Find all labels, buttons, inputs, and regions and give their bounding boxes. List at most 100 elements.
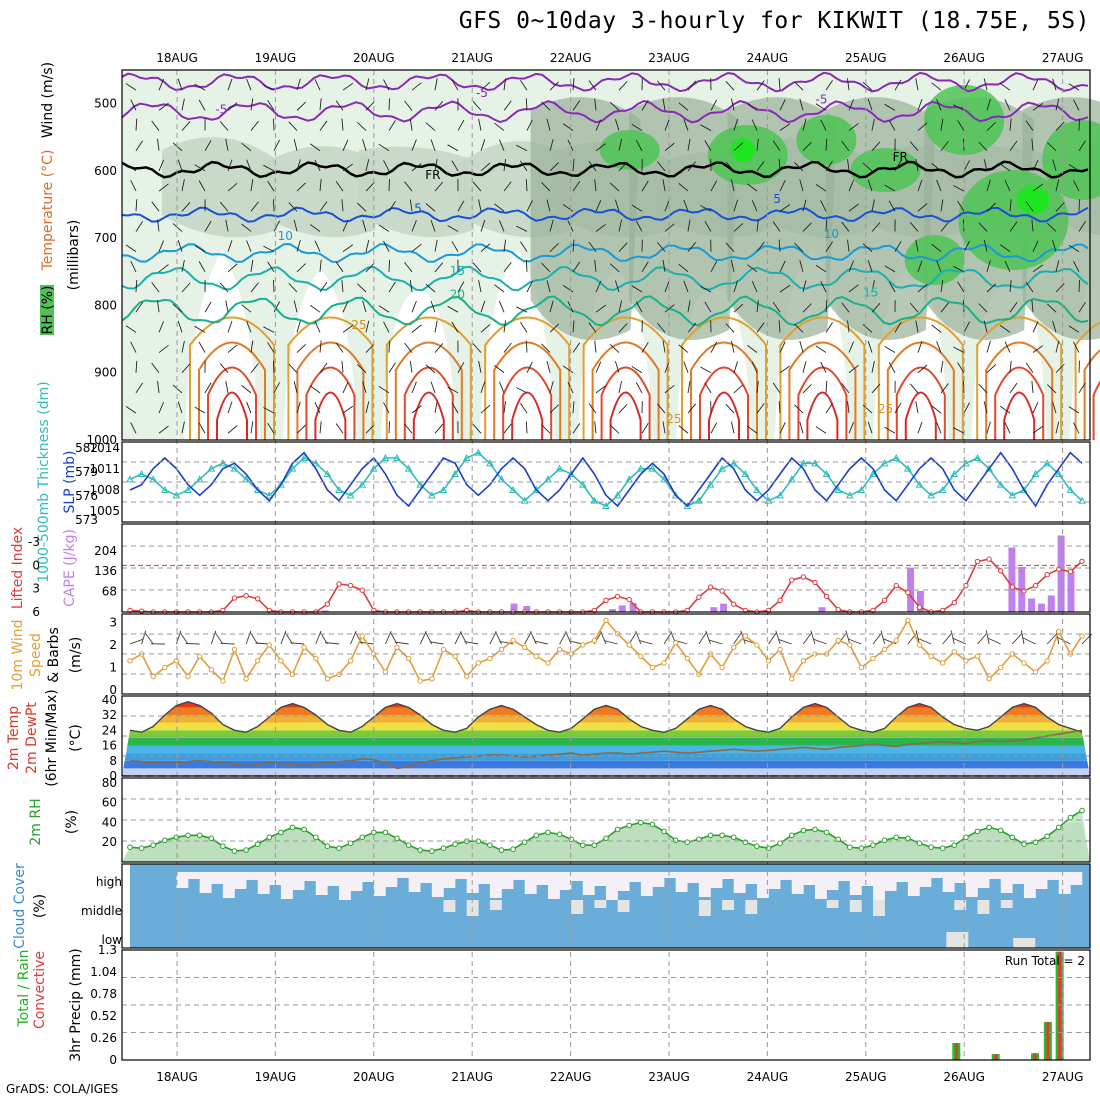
- thickness-line-point: [578, 480, 587, 488]
- wind-speed-line-point: [487, 655, 493, 662]
- rh-line-point: [487, 842, 493, 849]
- wind-barb: [250, 179, 254, 192]
- wind-barb: [525, 98, 528, 111]
- wind-barb: [498, 220, 505, 232]
- wind-barb: [267, 180, 275, 192]
- rh-line-point: [661, 828, 667, 835]
- wind-speed-line-point: [197, 653, 203, 659]
- wind-barb: [1055, 363, 1065, 374]
- rh-saturated-core: [1017, 186, 1050, 214]
- temp-tick-label: 40: [102, 693, 117, 707]
- rh-line-point: [394, 835, 400, 842]
- wind-barb: [562, 284, 574, 293]
- high-cloud-gap: [1058, 872, 1071, 894]
- wind-barb: [999, 82, 1011, 91]
- rh-tick-label: 40: [102, 815, 117, 829]
- wind-barb: [825, 380, 828, 393]
- wind-speed-line-point: [847, 642, 853, 648]
- wind-barb: [267, 261, 275, 273]
- wind-barb: [888, 119, 896, 131]
- high-cloud-gap: [745, 872, 758, 884]
- wind-barb: [772, 302, 781, 313]
- wind-barb: [549, 162, 559, 172]
- wind-10m-barb: [179, 632, 189, 645]
- wind-barb: [618, 161, 628, 172]
- wind-barb: [1068, 325, 1080, 333]
- wind-barb: [204, 301, 212, 313]
- wind-barb: [227, 263, 238, 273]
- wind-barb: [503, 100, 512, 111]
- wind-barb: [434, 320, 438, 333]
- pressure-tick-label: 500: [94, 97, 117, 111]
- wind-barb: [365, 101, 375, 111]
- wind-speed-line-point: [556, 646, 563, 653]
- thickness-line-point: [288, 464, 297, 472]
- wind-barb: [151, 120, 160, 131]
- wind-barb: [999, 244, 1011, 253]
- high-cloud-gap: [931, 872, 943, 878]
- dewpoint-line: [129, 729, 1083, 770]
- wind-barb: [894, 402, 902, 414]
- wind-barb: [915, 159, 919, 171]
- wind-barb: [125, 163, 137, 172]
- wind-barb: [472, 101, 482, 111]
- thickness-line-point: [799, 459, 808, 467]
- wind-speed-line-point: [347, 658, 354, 664]
- rh-panel: [122, 807, 1090, 862]
- cape-bar: [1037, 603, 1045, 612]
- wind-barb: [319, 120, 328, 131]
- temp-line: [129, 700, 1083, 733]
- wind-speed-line-point: [231, 646, 238, 653]
- wind-barb: [909, 302, 919, 313]
- thickness-line-point: [265, 491, 274, 499]
- wind-speed-line-point: [150, 673, 156, 680]
- wind-barb: [848, 203, 859, 212]
- wind-barb: [687, 80, 697, 91]
- wind-barb: [894, 160, 902, 172]
- thickness-line-point: [1020, 485, 1028, 493]
- wind-barb: [588, 80, 597, 91]
- wind-barb: [1004, 99, 1011, 111]
- grid-lines: [122, 70, 1090, 1060]
- wind-barb: [177, 78, 183, 91]
- top-date-label: 20AUG: [353, 51, 395, 65]
- thickness-line-point: [1043, 459, 1052, 467]
- high-cloud-gap: [722, 872, 735, 879]
- wind-barb: [1004, 341, 1011, 353]
- slp-axis-label: SLP (mb): [62, 450, 78, 513]
- wind-barb: [411, 220, 417, 232]
- bottom-date-label: 22AUG: [550, 1070, 592, 1084]
- thickness-line-point: [137, 469, 146, 477]
- cloud-axis-label: Cloud Cover: [12, 863, 28, 949]
- thickness-line-point: [741, 469, 750, 477]
- temp-axis-label-2: 2m DewPt: [24, 702, 40, 774]
- wind-barb: [884, 346, 896, 353]
- wind-barb: [1068, 83, 1080, 91]
- lifted-index-line-point: [1021, 588, 1027, 594]
- wind-barb: [957, 281, 965, 293]
- warm-isotherm: [591, 341, 660, 440]
- wind-barb: [246, 78, 252, 91]
- rh-line-point: [1079, 807, 1085, 814]
- wind-barb: [1055, 421, 1060, 434]
- wind-barb: [664, 223, 675, 232]
- wind-barb: [678, 183, 689, 192]
- wind-barb: [516, 225, 528, 232]
- wind-barb: [204, 382, 212, 394]
- wind-10m-barb: [705, 630, 711, 645]
- wind-barb: [288, 121, 298, 131]
- precip-axis-label-2: Convective: [32, 951, 48, 1029]
- wind-barb: [700, 124, 712, 131]
- high-cloud-gap: [199, 872, 212, 893]
- middle-cloud-gap: [873, 900, 885, 916]
- rh-line-point: [719, 832, 725, 839]
- high-cloud-gap: [1035, 872, 1048, 889]
- wind-barb: [157, 219, 160, 232]
- wind-barb: [664, 361, 670, 373]
- wind-barb: [430, 381, 436, 394]
- wind-barb: [662, 421, 666, 434]
- middle-cloud-gap: [489, 900, 502, 910]
- wind-barb: [664, 119, 670, 131]
- wind-barb: [434, 78, 438, 91]
- cape-bar: [1008, 547, 1016, 612]
